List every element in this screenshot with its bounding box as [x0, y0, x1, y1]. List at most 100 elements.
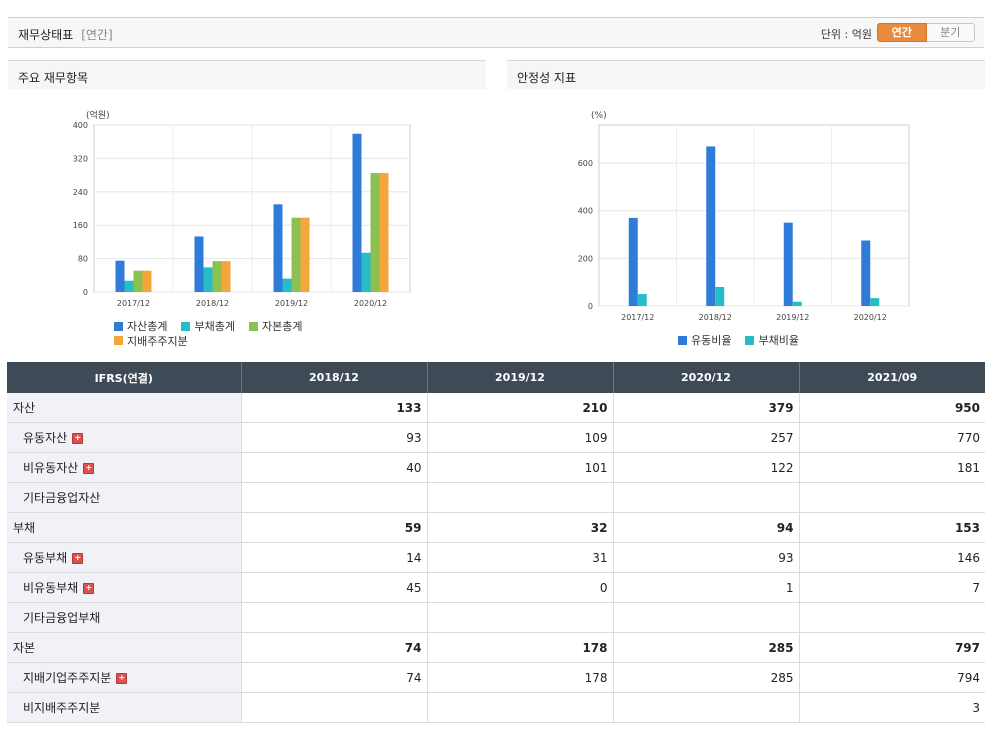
table-cell	[241, 602, 428, 633]
column-header: 2019/12	[427, 362, 614, 393]
bar	[273, 204, 283, 292]
table-cell: 210	[427, 393, 614, 423]
financial-table: IFRS(연결) 2018/12 2019/12 2020/12 2021/09…	[7, 362, 985, 723]
table-cell: 257	[613, 422, 800, 453]
y-axis-label: (%)	[591, 111, 607, 121]
bar	[628, 217, 638, 306]
bar	[133, 270, 143, 292]
y-axis-label: (억원)	[86, 109, 110, 121]
table-cell: 950	[799, 393, 985, 423]
table-cell	[241, 692, 428, 723]
legend-item: 자본총계	[248, 319, 303, 333]
table-cell: 109	[427, 422, 614, 453]
table-row: 부채 59 32 94 153	[7, 512, 985, 543]
x-tick-label: 2020/12	[354, 299, 387, 308]
stability-chart: 0 200 400 600 (%) 2017/12 2018/12 2019/12 2020/1…	[507, 90, 985, 358]
row-label-text: 유동자산	[23, 431, 68, 445]
row-label[interactable]: 유동자산 +	[7, 422, 242, 453]
row-label[interactable]: 유동부채 +	[7, 542, 242, 573]
bar	[115, 260, 125, 292]
row-label-text: 비유동자산	[23, 461, 79, 475]
table-row: 유동부채 +14 31 93 146	[7, 542, 985, 573]
expand-plus-icon[interactable]: +	[72, 433, 84, 444]
table-cell: 0	[427, 572, 614, 603]
row-label[interactable]: 비유동부채 +	[7, 572, 242, 603]
row-label-text: 비지배주주지분	[23, 701, 101, 715]
bar	[361, 252, 371, 292]
row-label-text: 비유동부채	[23, 581, 79, 595]
y-tick-label: 200	[578, 254, 593, 263]
x-tick-label: 2017/12	[117, 299, 150, 308]
annual-toggle-button[interactable]: 연간	[877, 23, 927, 42]
bar	[870, 298, 880, 306]
stability-chart-svg: 0 200 400 600 (%) 2017/12 2018/12 2019/12 2020/1…	[578, 111, 910, 322]
table-cell: 178	[427, 632, 614, 663]
row-label-text: 지배기업주주지분	[23, 671, 112, 685]
row-label-text: 자산	[13, 401, 36, 415]
y-tick-label: 600	[578, 159, 593, 168]
legend-swatch	[678, 335, 687, 345]
table-row: 자산 133 210 379 950	[7, 393, 985, 423]
bar	[194, 236, 204, 292]
unit-label: 단위 : 억원	[820, 28, 872, 41]
table-cell	[613, 602, 800, 633]
legend-label: 부채비율	[758, 334, 799, 347]
table-cell: 122	[613, 452, 800, 483]
y-tick-label: 0	[588, 302, 593, 311]
row-label: 자산	[7, 393, 242, 423]
legend-label: 자본총계	[261, 320, 303, 333]
table-cell: 3	[799, 692, 985, 723]
table-header-row: IFRS(연결) 2018/12 2019/12 2020/12 2021/09	[7, 362, 985, 393]
table-cell: 797	[799, 632, 985, 663]
bar	[212, 261, 222, 292]
expand-plus-icon[interactable]: +	[116, 673, 128, 684]
row-label[interactable]: 비유동자산 +	[7, 452, 242, 483]
x-tick-label: 2018/12	[196, 299, 229, 308]
bar	[783, 222, 793, 306]
bar	[792, 301, 802, 306]
y-tick-label: 400	[578, 207, 593, 216]
expand-plus-icon[interactable]: +	[72, 553, 84, 564]
expand-plus-icon[interactable]: +	[83, 583, 95, 594]
y-tick-label: 160	[73, 221, 88, 230]
x-tick-label: 2018/12	[699, 313, 732, 322]
legend-label: 자산총계	[127, 320, 168, 333]
table-cell	[427, 602, 614, 633]
legend-item: 부채총계	[181, 319, 235, 333]
column-header: 2021/09	[799, 362, 985, 393]
row-label: 자본	[7, 632, 242, 663]
bar	[142, 270, 152, 292]
right-panel-title: 안정성 지표	[507, 60, 985, 89]
table-row: 비유동부채 +45 0 1 7	[7, 572, 985, 603]
table-cell: 94	[613, 512, 800, 543]
bar	[706, 146, 716, 306]
x-tick-label: 2020/12	[854, 313, 887, 322]
table-cell: 178	[427, 662, 614, 693]
table-cell: 14	[241, 542, 428, 573]
row-label-text: 유동부채	[23, 551, 68, 565]
x-tick-label: 2019/12	[776, 313, 809, 322]
row-label[interactable]: 지배기업주주지분 +	[7, 662, 242, 693]
quarter-toggle-button[interactable]: 분기	[926, 23, 975, 42]
table-cell: 181	[799, 452, 985, 483]
table-cell	[613, 692, 800, 723]
table-row: 비지배주주지분 3	[7, 692, 985, 723]
legend-label: 지배주주지분	[127, 334, 188, 348]
legend-swatch	[248, 321, 258, 331]
row-label: 기타금융업부채	[7, 602, 242, 633]
table-cell: 93	[241, 422, 428, 453]
column-header: 2020/12	[613, 362, 800, 393]
bar	[861, 240, 871, 306]
table-row: 기타금융업자산	[7, 482, 985, 513]
y-tick-label: 80	[78, 255, 88, 264]
table-cell	[799, 482, 985, 513]
row-label-text: 자본	[13, 641, 36, 655]
table-cell: 74	[241, 662, 428, 693]
period-toggle: 연간 분기	[877, 23, 975, 42]
legend-swatch	[181, 321, 191, 331]
expand-plus-icon[interactable]: +	[83, 463, 95, 474]
page-title: 재무상태표 [연간]	[18, 26, 113, 43]
x-tick-label: 2019/12	[275, 299, 308, 308]
left-panel-title: 주요 재무항목	[8, 60, 486, 89]
bar	[203, 267, 213, 292]
